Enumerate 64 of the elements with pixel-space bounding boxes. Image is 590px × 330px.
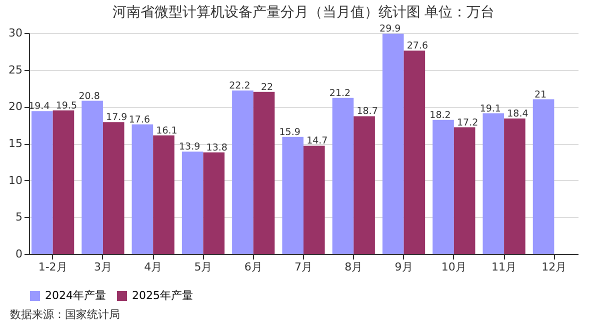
data-label: 17.9: [106, 112, 128, 124]
x-tick-label: 5月: [194, 260, 212, 274]
data-label: 15.9: [279, 126, 300, 138]
y-tick-label: 0: [16, 248, 22, 260]
y-tick-label: 15: [8, 137, 22, 150]
data-label: 21: [534, 89, 547, 100]
bar: [82, 100, 103, 254]
data-label: 29.9: [380, 24, 401, 35]
data-label: 13.9: [178, 142, 200, 153]
bar: [354, 116, 375, 254]
legend-label: 2025年产量: [132, 289, 193, 302]
bar: [282, 136, 304, 254]
data-label: 20.8: [78, 90, 100, 102]
data-label: 27.6: [406, 40, 428, 52]
data-label: 22.2: [229, 80, 250, 92]
data-label: 18.4: [507, 108, 528, 120]
data-label: 18.7: [356, 106, 378, 118]
bar: [482, 113, 504, 254]
x-tick-label: 11月: [492, 260, 517, 274]
bar: [232, 90, 254, 254]
y-tick-label: 10: [8, 174, 22, 187]
data-label: 17.6: [128, 114, 150, 126]
data-label: 19.4: [28, 101, 50, 112]
x-tick-label: 7月: [294, 260, 312, 274]
data-label: 22: [260, 82, 274, 93]
bar: [454, 127, 476, 254]
data-label: 17.2: [456, 117, 478, 128]
source-note: 数据来源：国家统计局: [10, 307, 121, 322]
x-tick-label: 3月: [94, 260, 112, 274]
bar: [432, 120, 454, 254]
bar: [182, 152, 204, 254]
x-tick-label: 8月: [344, 260, 363, 274]
bar: [304, 146, 325, 254]
legend-label: 2024年产量: [45, 289, 106, 302]
x-tick-label: 9月: [394, 260, 413, 274]
bar: [382, 34, 404, 254]
data-label: 13.8: [206, 142, 228, 154]
data-label: 14.7: [306, 136, 328, 147]
x-tick-label: 1-2月: [38, 260, 68, 274]
data-label: 19.1: [480, 103, 501, 114]
x-tick-label: 6月: [244, 260, 262, 274]
bar: [532, 99, 554, 254]
bar: [153, 135, 174, 254]
data-label: 16.1: [156, 125, 178, 136]
x-tick-label: 4月: [144, 260, 162, 274]
data-label: 21.2: [329, 88, 351, 99]
x-tick-label: 12月: [542, 260, 567, 274]
bar: [52, 110, 74, 254]
bar: [203, 152, 225, 254]
y-tick-label: 5: [16, 210, 22, 224]
bar: [504, 118, 526, 254]
bar: [253, 92, 275, 254]
bar: [404, 50, 426, 254]
data-label: 19.5: [56, 100, 78, 112]
bar: [132, 124, 154, 254]
bar: [32, 111, 53, 254]
x-tick-label: 10月: [441, 260, 466, 274]
y-tick-label: 30: [8, 26, 22, 40]
y-tick-label: 25: [8, 63, 22, 76]
bar: [102, 122, 124, 254]
chart-title: 河南省微型计算机设备产量分月（当月值）统计图 单位：万台: [112, 4, 495, 21]
bar: [332, 98, 354, 254]
data-label: 18.2: [430, 110, 451, 121]
y-tick-label: 20: [8, 100, 22, 114]
